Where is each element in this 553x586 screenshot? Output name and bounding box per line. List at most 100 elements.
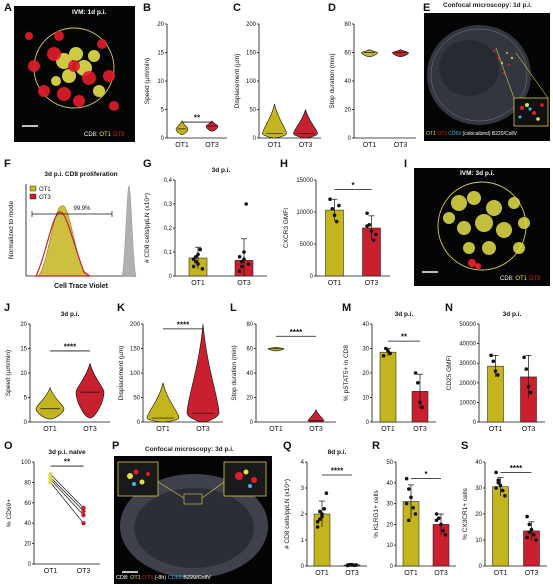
y-tick-label: 15000 xyxy=(296,178,313,184)
y-tick-label: 40000 xyxy=(459,342,476,348)
image-legend-p: CD8: OT1 OT3 (-8h) CD69 B220/CollV xyxy=(116,575,211,581)
data-point xyxy=(413,512,418,516)
data-point xyxy=(439,522,443,527)
y-tick-label: 30000 xyxy=(459,361,476,367)
y-axis-label: CD25 GMFI xyxy=(446,355,453,390)
legend-ot3: OT3 xyxy=(528,276,541,282)
y-tick-label: 0 xyxy=(28,562,32,568)
chart-cd8-count-3d: 0 0,1 0,2 0,3 0,4 OT1 OT3 # CD8 cells/ppLN (x10… xyxy=(144,167,267,287)
chart-title: 3d p.i. xyxy=(395,311,414,318)
panel-label-k: K xyxy=(117,302,125,314)
legend-cd69: CD69 xyxy=(167,575,182,581)
legend-ot1: OT1 xyxy=(130,575,141,581)
y-tick-label: 40 xyxy=(24,521,31,527)
panel-label-g: G xyxy=(143,158,152,170)
y-tick-label: 0,3 xyxy=(164,202,173,208)
x-tick-label: OT3 xyxy=(394,142,408,149)
y-tick-label: 10000 xyxy=(459,400,476,406)
data-point xyxy=(198,247,202,252)
y-tick-label: 50000 xyxy=(459,322,476,328)
legend-ot1: OT1 xyxy=(426,131,436,137)
y-axis-label: CXCR3 GMFI xyxy=(283,208,290,248)
y-tick-label: 20 xyxy=(362,371,369,377)
data-point xyxy=(493,369,498,373)
chart-displacement-1d: 0 50 100 150 200 OT1 OT3 Displacement (µm) xyxy=(234,22,321,149)
y-tick-label: 100 xyxy=(130,371,141,377)
chart-title: 8d p.i. xyxy=(328,449,347,456)
legend-swatch-ot3 xyxy=(29,193,37,200)
microscopy-image-i: IVM: 3d p.i. CD8: OT1 OT3 xyxy=(414,168,550,286)
x-tick-label: OT1 xyxy=(315,570,329,577)
y-tick-label: 0 xyxy=(479,564,483,570)
y-tick-label: 4 xyxy=(301,460,305,466)
data-point xyxy=(384,346,388,351)
data-point xyxy=(434,518,439,523)
legend-ot1: OT1 xyxy=(515,276,528,282)
panel-label-q: Q xyxy=(283,440,292,452)
y-axis-label: % KLRG1+ cells xyxy=(373,490,380,538)
data-point-ot3 xyxy=(81,508,86,514)
y-tick-label: 20000 xyxy=(459,381,476,387)
chart-pstat5: 0 10 20 30 40 OT1 OT3 % pSTAT5+ in CD8 3d p.i. ** xyxy=(343,311,436,433)
y-tick-label: 40 xyxy=(246,371,253,377)
significance-label: **** xyxy=(290,328,303,337)
legend-cd8: CD8: xyxy=(116,575,129,581)
y-tick-label: 15 xyxy=(157,51,164,57)
y-tick-label: 0 xyxy=(348,136,352,142)
chart-speed-1d: 0 5 10 15 20 OT1 OT3 Speed (µm/min) ** xyxy=(144,22,227,149)
data-point xyxy=(413,371,418,375)
microscopy-image-e: OT1 OT3 CD69 (colocalized) B220/CollV xyxy=(424,13,550,141)
panel-label-o: O xyxy=(4,440,13,452)
microscopy-image-p: CD8: OT1 OT3 (-8h) CD69 B220/CollV xyxy=(114,456,272,584)
data-point xyxy=(525,535,529,540)
y-axis-label: Stop duration (min) xyxy=(329,53,336,108)
y-tick-label: 100 xyxy=(246,79,257,85)
violin-ot1 xyxy=(262,103,287,139)
y-tick-label: 30 xyxy=(362,347,369,353)
data-point xyxy=(529,527,534,532)
y-tick-label: 0 xyxy=(366,420,370,426)
x-tick-label: OT1 xyxy=(404,570,418,577)
panel-label-j: J xyxy=(4,302,11,314)
chart-cd25-gmfi: 0 10000 20000 30000 40000 50000 OT1 OT3 CD25 GMF… xyxy=(446,311,545,433)
y-tick-label: 80 xyxy=(246,322,253,328)
lymph-node-section-e xyxy=(427,25,549,127)
panel-label-f: F xyxy=(4,158,11,170)
violin-ot1 xyxy=(361,49,378,58)
x-tick-label: OT3 xyxy=(196,426,210,433)
violin-ot3 xyxy=(392,49,409,58)
y-axis-label: % CX3CR1+ cells xyxy=(462,487,469,540)
y-tick-label: 5 xyxy=(24,396,28,402)
significance-label: **** xyxy=(331,467,344,476)
data-point xyxy=(196,252,200,257)
data-point xyxy=(528,390,533,395)
significance-label: ** xyxy=(194,114,201,123)
data-point xyxy=(318,517,322,521)
data-point xyxy=(498,483,503,488)
y-axis-label: # CD8 cells/ppLN (x10⁴) xyxy=(284,479,291,549)
histogram-ot1 xyxy=(37,205,89,277)
x-tick-label: OT1 xyxy=(494,570,508,577)
x-tick-label: OT3 xyxy=(299,142,313,149)
legend-label-ot3: OT3 xyxy=(39,195,51,201)
histogram-ot3 xyxy=(35,211,92,277)
y-tick-label: 20 xyxy=(475,512,482,518)
data-point xyxy=(200,267,205,271)
panel-label-i: I xyxy=(404,158,408,170)
cell-blobs-a xyxy=(22,27,119,127)
data-point xyxy=(496,481,501,485)
data-point xyxy=(354,563,359,567)
panel-label-n: N xyxy=(445,302,453,314)
y-tick-label: 0 xyxy=(390,564,394,570)
y-tick-label: 60 xyxy=(344,51,351,57)
y-tick-label: 30 xyxy=(386,502,393,508)
x-tick-label: OT1 xyxy=(191,280,205,287)
panel-label-h: H xyxy=(280,158,288,170)
data-point xyxy=(334,219,339,224)
chart-stop-duration-1d: 0 20 40 60 80 OT1 OT3 Stop duration (min) xyxy=(329,22,416,149)
y-axis-label: % CD69+ xyxy=(6,499,13,527)
y-tick-label: 10 xyxy=(157,79,164,85)
y-tick-label: 150 xyxy=(130,347,141,353)
data-point xyxy=(320,512,324,516)
pair-line xyxy=(50,473,84,509)
